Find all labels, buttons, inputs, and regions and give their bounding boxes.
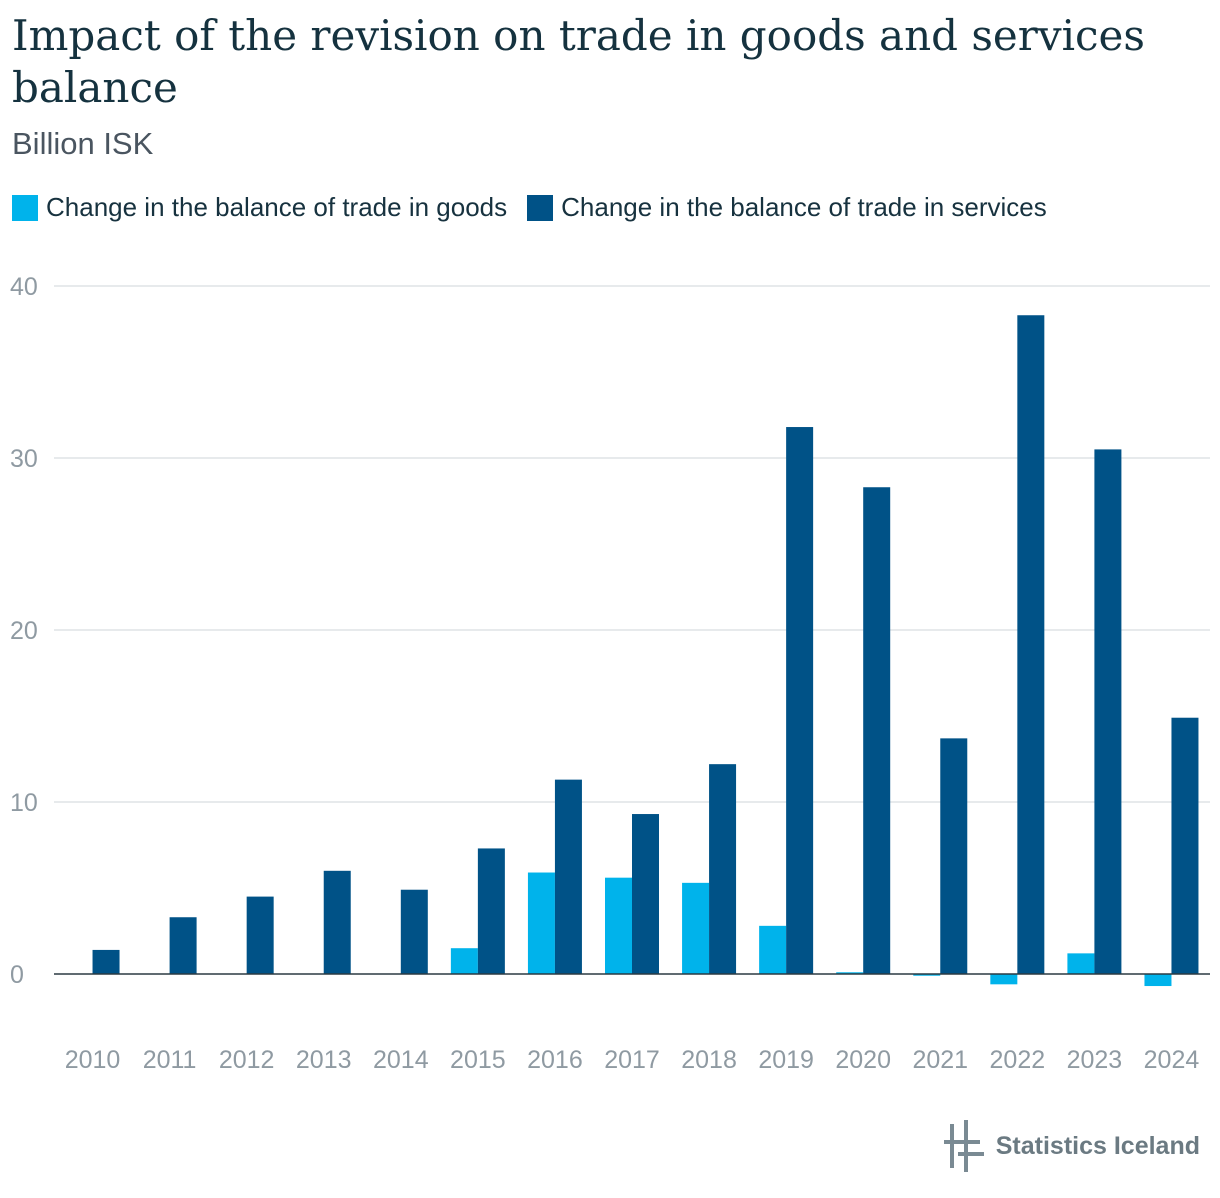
x-tick-label: 2012 bbox=[219, 1046, 275, 1074]
bar-services bbox=[786, 427, 814, 974]
bar-services bbox=[1171, 717, 1199, 974]
bar-goods bbox=[836, 972, 864, 974]
bar-services bbox=[1017, 315, 1045, 974]
bar-goods bbox=[759, 925, 787, 974]
bar-goods bbox=[527, 872, 555, 974]
legend-label-goods: Change in the balance of trade in goods bbox=[46, 192, 508, 222]
bar-services bbox=[709, 764, 737, 974]
bar-services bbox=[863, 487, 891, 974]
chart-title: Impact of the revision on trade in goods… bbox=[12, 11, 1145, 112]
bar-services bbox=[246, 896, 274, 974]
x-tick-label: 2019 bbox=[758, 1046, 814, 1074]
legend-swatch-goods bbox=[12, 194, 38, 221]
bar-services bbox=[400, 889, 428, 974]
bar-chart: 0 10 20 30 40 2010 2011 2012 2013 2014 2015 2016 201… bbox=[10, 273, 1210, 1074]
x-tick-label: 2010 bbox=[65, 1046, 121, 1074]
x-tick-label: 2020 bbox=[835, 1046, 891, 1074]
x-tick-label: 2023 bbox=[1067, 1046, 1123, 1074]
y-tick-label: 10 bbox=[10, 789, 38, 817]
y-tick-label: 0 bbox=[10, 961, 24, 989]
legend-swatch-services bbox=[527, 194, 554, 221]
x-tick-label: 2015 bbox=[450, 1046, 506, 1074]
bar-services bbox=[554, 779, 582, 974]
x-tick-label: 2014 bbox=[373, 1046, 429, 1074]
y-tick-label: 30 bbox=[10, 445, 38, 473]
x-tick-label: 2022 bbox=[990, 1046, 1046, 1074]
bar-goods bbox=[605, 877, 632, 974]
bar-goods bbox=[682, 882, 710, 974]
bar-goods bbox=[913, 974, 941, 976]
bar-services bbox=[632, 814, 659, 974]
bar-services bbox=[940, 738, 968, 974]
bar-services bbox=[477, 848, 505, 974]
legend: Change in the balance of trade in goods … bbox=[12, 192, 1047, 223]
y-tick-label: 40 bbox=[10, 273, 38, 301]
bar-goods bbox=[450, 948, 478, 974]
x-tick-label: 2013 bbox=[296, 1046, 352, 1074]
statistics-iceland-logo-icon bbox=[943, 1120, 984, 1172]
legend-item-goods[interactable]: Change in the balance of trade in goods bbox=[12, 192, 507, 223]
brand-name: Statistics Iceland bbox=[995, 1131, 1200, 1160]
legend-label-services: Change in the balance of trade in servic… bbox=[561, 192, 1047, 222]
brand-logo: Statistics Iceland bbox=[943, 1120, 1200, 1172]
x-tick-label: 2021 bbox=[912, 1046, 968, 1074]
chart-subtitle: Billion ISK bbox=[12, 126, 154, 161]
x-tick-label: 2024 bbox=[1144, 1046, 1200, 1074]
bar-goods bbox=[990, 974, 1018, 985]
y-tick-label: 20 bbox=[10, 617, 38, 645]
x-tick-label: 2011 bbox=[143, 1046, 197, 1074]
x-tick-label: 2018 bbox=[681, 1046, 737, 1074]
x-tick-label: 2017 bbox=[604, 1046, 660, 1074]
x-tick-label: 2016 bbox=[527, 1046, 583, 1074]
bar-services bbox=[323, 870, 351, 974]
bar-services bbox=[1094, 449, 1122, 974]
bar-goods bbox=[1144, 974, 1172, 987]
legend-item-services[interactable]: Change in the balance of trade in servic… bbox=[527, 192, 1047, 223]
bar-services bbox=[169, 917, 197, 974]
bar-goods bbox=[1067, 953, 1095, 974]
bar-services bbox=[92, 949, 120, 974]
